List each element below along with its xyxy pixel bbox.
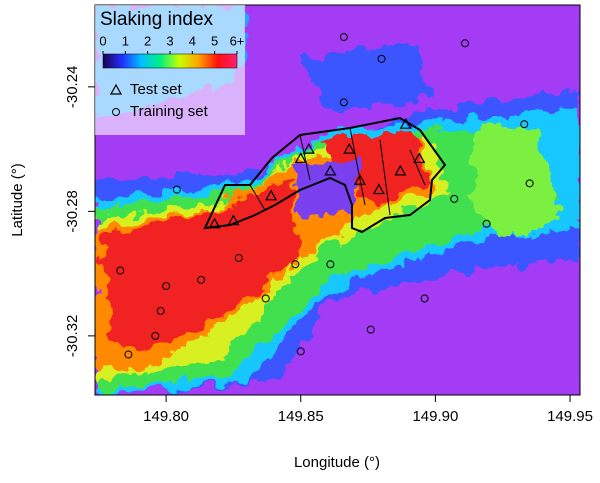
test-point <box>302 142 315 154</box>
training-point <box>525 179 534 188</box>
training-point <box>450 194 459 203</box>
training-point <box>296 347 305 356</box>
training-point <box>291 260 300 269</box>
colorbar-tick-label: 5 <box>211 33 218 48</box>
raster <box>95 5 580 395</box>
training-point <box>156 306 165 315</box>
legend-marker <box>112 108 120 116</box>
x-tick-label: 149.95 <box>547 408 593 425</box>
plot-frame <box>94 4 581 396</box>
training-point <box>261 294 270 303</box>
training-point <box>197 275 206 284</box>
y-tick-label: -30.24 <box>64 66 81 109</box>
training-point <box>366 325 375 334</box>
test-point <box>399 117 412 129</box>
test-point <box>394 164 407 176</box>
training-point <box>116 266 125 275</box>
legend-title: Slaking index <box>100 9 214 30</box>
training-point <box>461 39 470 48</box>
training-point <box>326 260 335 269</box>
y-axis-label: Latitude (°) <box>9 163 26 237</box>
colorbar-tick-label: 0 <box>99 33 106 48</box>
training-point <box>162 282 171 291</box>
colorbar-tick-label: 2 <box>144 33 151 48</box>
x-axis-label: Longitude (°) <box>294 454 380 471</box>
test-point <box>413 152 426 164</box>
training-point <box>172 185 181 194</box>
y-tick-label: -30.28 <box>64 190 81 233</box>
test-point <box>372 183 385 195</box>
training-point <box>420 294 429 303</box>
training-point <box>339 33 348 42</box>
training-point <box>151 331 160 340</box>
x-tick-label: 149.90 <box>412 408 458 425</box>
test-point <box>265 189 278 201</box>
x-tick-label: 149.80 <box>143 408 189 425</box>
colorbar <box>102 53 238 69</box>
test-point <box>324 164 337 176</box>
training-point <box>339 98 348 107</box>
training-point <box>234 254 243 263</box>
legend-box <box>95 5 245 135</box>
colorbar-tick-label: 6+ <box>230 33 245 48</box>
y-tick-label: -30.32 <box>64 315 81 358</box>
test-point <box>294 152 307 164</box>
legend-marker <box>109 83 123 95</box>
training-point <box>124 350 133 359</box>
colorbar-tick-label: 1 <box>122 33 129 48</box>
training-point <box>520 120 529 129</box>
legend-label: Training set <box>130 103 209 120</box>
x-tick-label: 149.85 <box>278 408 324 425</box>
test-point <box>353 173 367 185</box>
colorbar-tick-label: 4 <box>189 33 196 48</box>
colorbar-tick-label: 3 <box>166 33 173 48</box>
training-point <box>377 54 386 63</box>
test-point <box>343 142 356 154</box>
legend-label: Test set <box>130 81 183 98</box>
training-point <box>482 219 491 228</box>
test-point <box>227 214 240 226</box>
test-point <box>208 217 221 229</box>
